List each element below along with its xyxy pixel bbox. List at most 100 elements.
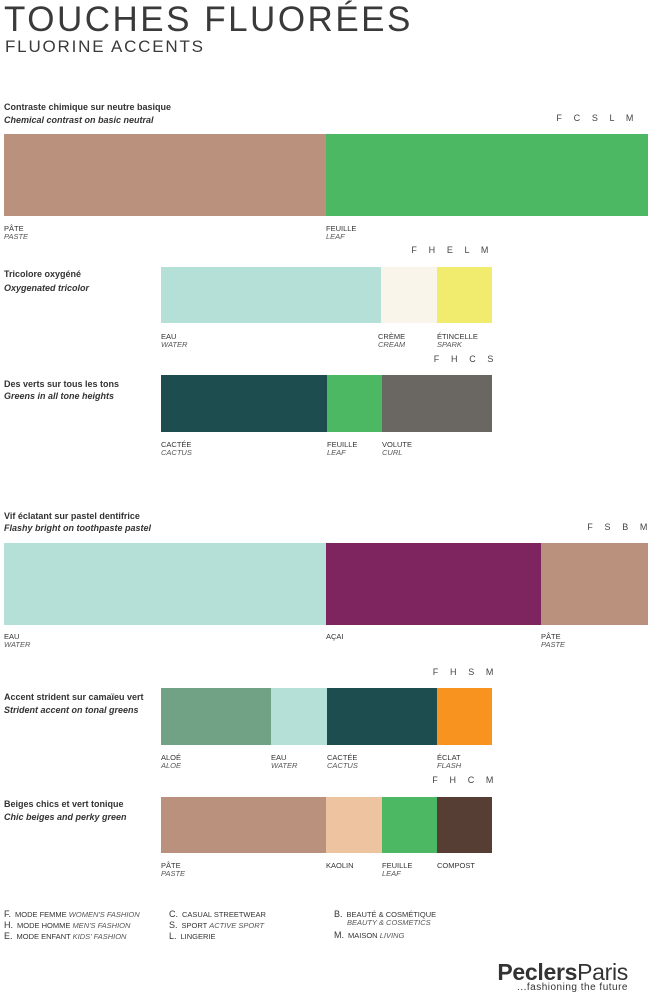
swatch-label-fr: COMPOST bbox=[437, 861, 475, 870]
color-swatch bbox=[381, 267, 437, 323]
swatch-label-en: CACTUS bbox=[161, 448, 192, 457]
section-codes: F H S M bbox=[432, 667, 498, 677]
color-swatch bbox=[382, 375, 492, 432]
legend-code: L. bbox=[169, 931, 177, 941]
swatch-label-en: LEAF bbox=[326, 232, 345, 241]
swatch-label-fr: EAU bbox=[4, 632, 20, 641]
section-title-fr: Des verts sur tous les tons bbox=[4, 379, 120, 389]
section-title-fr: Contraste chimique sur neutre basique bbox=[4, 102, 172, 112]
section-title-fr: Vif éclatant sur pastel dentifrice bbox=[4, 511, 140, 521]
color-swatch bbox=[382, 797, 437, 853]
swatch-label-en: CURL bbox=[382, 448, 403, 457]
legend-label-en: MEN'S FASHION bbox=[72, 921, 131, 930]
color-swatch bbox=[437, 688, 492, 745]
swatch-label-fr: FEUILLE bbox=[382, 861, 413, 870]
section-codes: F C S L M bbox=[556, 113, 638, 123]
legend-code: F. bbox=[4, 909, 12, 919]
legend-label-fr: MODE FEMME bbox=[15, 910, 67, 919]
swatch-label-fr: PÂTE bbox=[541, 632, 561, 641]
swatch-label-en: LEAF bbox=[382, 869, 401, 878]
swatch-label-en: LEAF bbox=[327, 448, 346, 457]
section-codes: F S B M bbox=[587, 522, 650, 532]
color-swatch bbox=[326, 134, 648, 216]
legend-label-fr: LINGERIE bbox=[180, 932, 216, 941]
section-title-en: Chic beiges and perky green bbox=[4, 812, 127, 822]
legend-code: C. bbox=[169, 909, 178, 919]
swatch-label-fr: ÉCLAT bbox=[437, 753, 461, 762]
color-swatch bbox=[161, 375, 327, 432]
section-codes: F H E L M bbox=[411, 245, 493, 255]
legend-label-en: WOMEN'S FASHION bbox=[68, 910, 140, 919]
color-swatch bbox=[437, 267, 492, 323]
section-codes: F H C M bbox=[432, 775, 498, 785]
swatch-label-fr: EAU bbox=[161, 332, 177, 341]
page-title: TOUCHES FLUORÉES bbox=[4, 0, 413, 39]
legend-item: L. LINGERIE bbox=[169, 932, 216, 941]
section-codes: F H C S bbox=[433, 354, 498, 364]
color-swatch bbox=[161, 797, 326, 853]
swatch-label-fr: ÉTINCELLE bbox=[437, 332, 478, 341]
legend-label-fr: MODE HOMME bbox=[17, 921, 71, 930]
legend-code: E. bbox=[4, 931, 13, 941]
swatch-label-en: WATER bbox=[161, 340, 188, 349]
color-swatch bbox=[4, 134, 326, 216]
legend-item: S. SPORT ACTIVE SPORT bbox=[169, 921, 264, 930]
color-swatch bbox=[327, 375, 382, 432]
swatch-label-fr: PÂTE bbox=[4, 224, 24, 233]
section-title-en: Oxygenated tricolor bbox=[4, 283, 90, 293]
section-title-en: Chemical contrast on basic neutral bbox=[4, 115, 154, 125]
legend-item: E. MODE ENFANT KIDS' FASHION bbox=[4, 932, 126, 941]
swatch-label-en: PASTE bbox=[541, 640, 566, 649]
color-swatch bbox=[4, 543, 326, 625]
legend-label-fr: BEAUTÉ & COSMÉTIQUE bbox=[346, 910, 437, 919]
legend-item: F. MODE FEMME WOMEN'S FASHION bbox=[4, 910, 140, 919]
section-title-en: Greens in all tone heights bbox=[4, 391, 115, 401]
legend-label-fr: SPORT bbox=[181, 921, 208, 930]
swatch-label-en: PASTE bbox=[161, 869, 186, 878]
legend-label-en: ACTIVE SPORT bbox=[209, 921, 265, 930]
color-swatch bbox=[541, 543, 648, 625]
legend-item: B. BEAUTÉ & COSMÉTIQUE bbox=[334, 910, 436, 919]
swatch-label-fr: CRÈME bbox=[378, 332, 406, 341]
swatch-label-en: CREAM bbox=[378, 340, 406, 349]
section-title-en: Flashy bright on toothpaste pastel bbox=[4, 523, 152, 533]
color-swatch bbox=[327, 688, 437, 745]
legend-label-fr: MAISON bbox=[348, 931, 378, 940]
swatch-label-en: FLASH bbox=[437, 761, 462, 770]
brand-tagline: ...fashioning the future bbox=[517, 982, 628, 993]
color-swatch bbox=[161, 688, 271, 745]
legend-label-fr: MODE ENFANT bbox=[16, 932, 71, 941]
section-title-fr: Beiges chics et vert tonique bbox=[4, 799, 124, 809]
swatch-label-fr: VOLUTE bbox=[382, 440, 413, 449]
legend-code: H. bbox=[4, 920, 13, 930]
swatch-label-fr: CACTÉE bbox=[327, 753, 358, 762]
swatch-label-en: WATER bbox=[4, 640, 31, 649]
swatch-label-fr: CACTÉE bbox=[161, 440, 192, 449]
swatch-label-fr: FEUILLE bbox=[327, 440, 358, 449]
swatch-label-fr: KAOLIN bbox=[326, 861, 354, 870]
legend-label-en: KIDS' FASHION bbox=[72, 932, 127, 941]
legend-label-fr: CASUAL STREETWEAR bbox=[182, 910, 266, 919]
swatch-label-fr: PÂTE bbox=[161, 861, 181, 870]
legend-code: S. bbox=[169, 920, 178, 930]
swatch-label-en: ALOE bbox=[161, 761, 182, 770]
legend-code: B. bbox=[334, 909, 343, 919]
color-swatch bbox=[326, 797, 382, 853]
swatch-label-fr: ALOÉ bbox=[161, 753, 182, 762]
swatch-label-fr: AÇAI bbox=[326, 632, 344, 641]
color-swatch bbox=[326, 543, 541, 625]
legend-item: C. CASUAL STREETWEAR bbox=[169, 910, 266, 919]
swatch-label-fr: FEUILLE bbox=[326, 224, 357, 233]
swatch-label-en: SPARK bbox=[437, 340, 462, 349]
color-swatch bbox=[437, 797, 492, 853]
legend-label-en: LIVING bbox=[379, 931, 405, 940]
color-swatch bbox=[161, 267, 381, 323]
section-title-fr: Tricolore oxygéné bbox=[4, 269, 82, 279]
legend-item: M. MAISON LIVING bbox=[334, 931, 404, 940]
swatch-label-en: WATER bbox=[271, 761, 298, 770]
swatch-label-fr: EAU bbox=[271, 753, 287, 762]
legend-code: M. bbox=[334, 930, 344, 940]
page-subtitle: FLUORINE ACCENTS bbox=[5, 37, 205, 56]
section-title-fr: Accent strident sur camaïeu vert bbox=[4, 692, 144, 702]
color-swatch bbox=[271, 688, 327, 745]
